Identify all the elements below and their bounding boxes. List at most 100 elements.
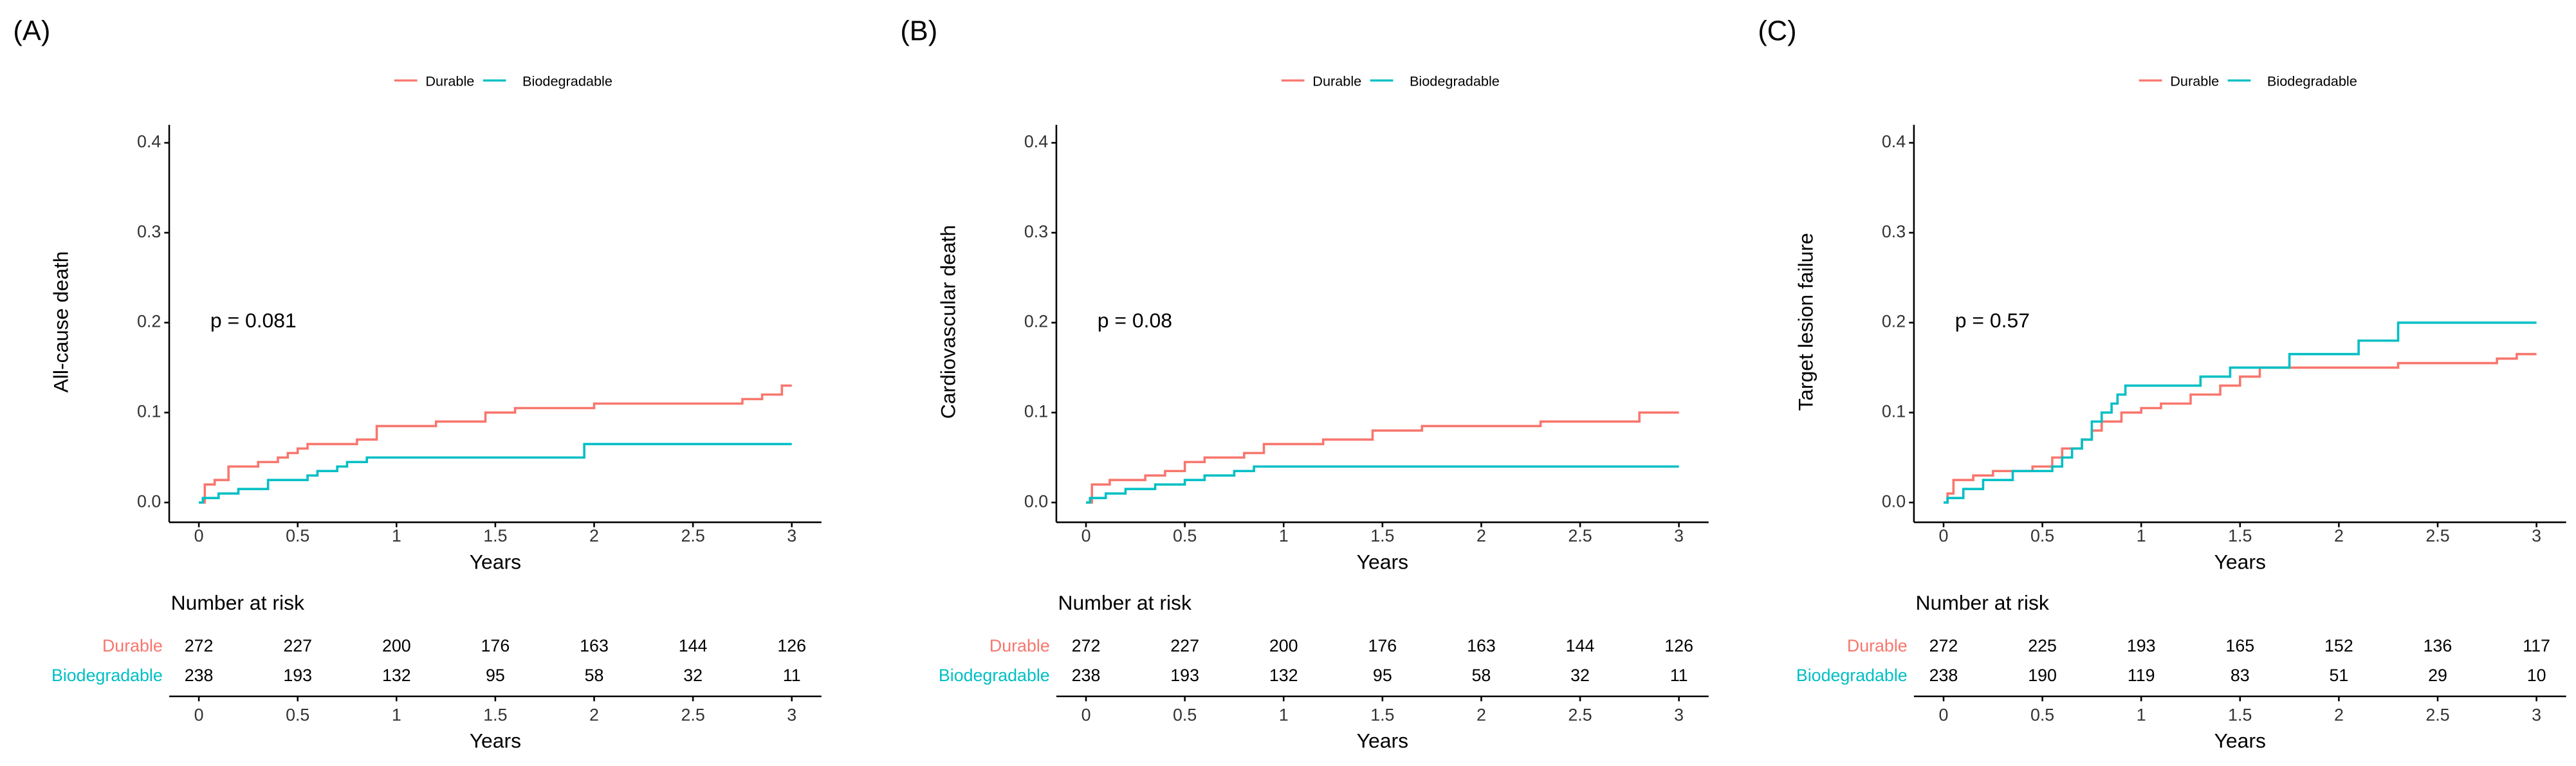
- risk-x-tick-label: 1.5: [483, 705, 507, 724]
- risk-count: 227: [1170, 636, 1199, 655]
- risk-count: 11: [1670, 666, 1688, 685]
- annotation: p = 0.081: [210, 309, 297, 332]
- x-tick-label: 0: [1939, 526, 1949, 545]
- y-tick-label: 0.1: [1882, 402, 1906, 421]
- legend-label: Durable: [2170, 73, 2219, 89]
- risk-count: 163: [580, 636, 609, 655]
- x-tick-label: 2: [1477, 526, 1486, 545]
- panel: (A) Durable Biodegradable 0.0 0.1 0.2 0.3 0.4 0 0…: [13, 16, 822, 752]
- risk-count: 227: [283, 636, 312, 655]
- annotation: p = 0.57: [1955, 309, 2030, 332]
- y-tick-label: 0.2: [137, 312, 161, 331]
- y-axis-label: All-cause death: [49, 251, 72, 393]
- y-tick-label: 0.0: [137, 491, 161, 511]
- x-tick-label: 1: [392, 526, 401, 545]
- km-curve: [1086, 465, 1679, 504]
- risk-count: 190: [2028, 666, 2057, 685]
- risk-count: 32: [683, 666, 703, 685]
- risk-count: 117: [2523, 636, 2550, 655]
- risk-x-tick-label: 0: [194, 705, 204, 724]
- risk-table-title: Number at risk: [1915, 591, 2048, 614]
- risk-count: 272: [185, 636, 214, 655]
- risk-count: 200: [382, 636, 411, 655]
- km-curve: [1944, 352, 2537, 504]
- legend-label: Biodegradable: [2267, 73, 2357, 89]
- risk-x-axis-label: Years: [470, 729, 521, 752]
- risk-x-tick-label: 2: [589, 705, 599, 724]
- y-tick-label: 0.2: [1024, 312, 1048, 331]
- risk-x-tick-label: 0: [1939, 705, 1949, 724]
- risk-count: 29: [2428, 666, 2447, 685]
- x-tick-label: 2.5: [681, 526, 704, 545]
- risk-count: 51: [2329, 666, 2348, 685]
- risk-x-axis-label: Years: [1357, 729, 1408, 752]
- risk-count: 144: [1566, 636, 1595, 655]
- x-axis-label: Years: [470, 550, 521, 573]
- risk-x-tick-label: 1: [392, 705, 401, 724]
- x-tick-label: 2: [2334, 526, 2344, 545]
- risk-count: 58: [585, 666, 604, 685]
- x-tick-label: 0: [1081, 526, 1091, 545]
- x-axis-label: Years: [1357, 550, 1408, 573]
- risk-x-tick-label: 0.5: [2030, 705, 2054, 724]
- risk-x-tick-label: 2: [2334, 705, 2344, 724]
- y-tick-label: 0.0: [1882, 491, 1906, 511]
- panel-label: (B): [900, 16, 937, 47]
- risk-count: 95: [1373, 666, 1392, 685]
- x-tick-label: 0.5: [1173, 526, 1197, 545]
- y-tick-label: 0.4: [1882, 132, 1906, 151]
- risk-count: 193: [283, 666, 312, 685]
- risk-count: 126: [1664, 636, 1693, 655]
- risk-count: 193: [1170, 666, 1199, 685]
- risk-count: 200: [1269, 636, 1298, 655]
- x-axis-label: Years: [2214, 550, 2266, 573]
- y-tick-label: 0.3: [1882, 222, 1906, 241]
- risk-count: 126: [777, 636, 806, 655]
- risk-row-name: Biodegradable: [51, 666, 163, 685]
- risk-count: 32: [1570, 666, 1590, 685]
- risk-count: 136: [2424, 636, 2452, 655]
- legend-label: Biodegradable: [522, 73, 612, 89]
- y-tick-label: 0.2: [1882, 312, 1906, 331]
- risk-x-tick-label: 2.5: [1568, 705, 1592, 724]
- panel-label: (C): [1758, 16, 1796, 47]
- risk-row-name: Biodegradable: [1796, 666, 1908, 685]
- risk-x-tick-label: 2: [1477, 705, 1486, 724]
- risk-count: 193: [2127, 636, 2156, 655]
- risk-x-tick-label: 2.5: [2425, 705, 2449, 724]
- risk-count: 10: [2527, 666, 2546, 685]
- risk-count: 238: [185, 666, 214, 685]
- risk-count: 272: [1072, 636, 1101, 655]
- risk-x-axis-label: Years: [2214, 729, 2266, 752]
- annotation: p = 0.08: [1098, 309, 1172, 332]
- risk-x-tick-label: 1: [2137, 705, 2146, 724]
- risk-x-tick-label: 0.5: [1173, 705, 1197, 724]
- x-tick-label: 2: [589, 526, 599, 545]
- risk-count: 83: [2231, 666, 2250, 685]
- y-axis-label: Cardiovascular death: [936, 225, 959, 419]
- x-tick-label: 1.5: [2228, 526, 2252, 545]
- risk-count: 165: [2225, 636, 2254, 655]
- legend-label: Biodegradable: [1410, 73, 1500, 89]
- risk-x-tick-label: 1: [1279, 705, 1289, 724]
- risk-count: 58: [1472, 666, 1491, 685]
- risk-count: 119: [2128, 666, 2155, 685]
- risk-count: 144: [679, 636, 708, 655]
- x-tick-label: 1.5: [1370, 526, 1394, 545]
- legend-label: Durable: [425, 73, 474, 89]
- y-axis-label: Target lesion failure: [1794, 233, 1817, 411]
- risk-x-tick-label: 1.5: [1370, 705, 1394, 724]
- risk-count: 132: [382, 666, 411, 685]
- x-tick-label: 1.5: [483, 526, 507, 545]
- risk-x-tick-label: 2.5: [681, 705, 704, 724]
- x-tick-label: 1: [2137, 526, 2146, 545]
- y-tick-label: 0.4: [1024, 132, 1048, 151]
- x-tick-label: 0: [194, 526, 204, 545]
- km-curve: [199, 384, 792, 504]
- x-tick-label: 2.5: [1568, 526, 1592, 545]
- risk-count: 95: [486, 666, 505, 685]
- risk-row-name: Durable: [1847, 636, 1908, 655]
- km-curve: [1086, 411, 1679, 504]
